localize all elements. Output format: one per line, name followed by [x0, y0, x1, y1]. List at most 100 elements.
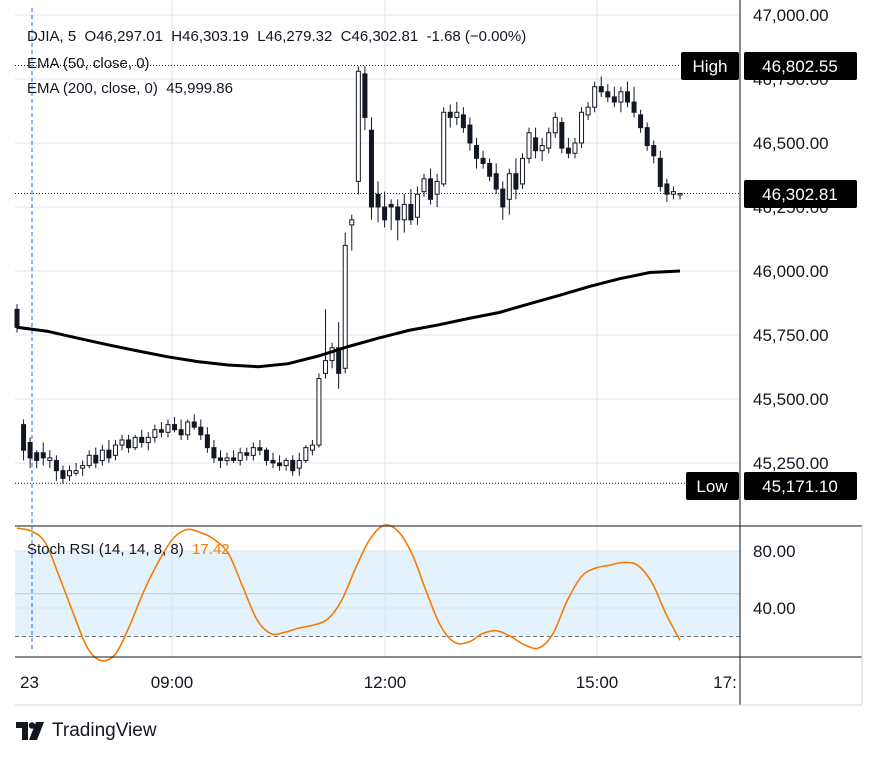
candle: [618, 86, 624, 113]
candle: [329, 342, 335, 369]
candle: [316, 373, 322, 448]
candle: [454, 102, 460, 126]
candle: [40, 442, 46, 466]
candle: [21, 419, 27, 461]
stoch-tick-label: 80.00: [753, 542, 796, 561]
candle: [139, 429, 145, 448]
time-tick-label: 09:00: [151, 673, 194, 692]
stoch-rsi-line: [16, 524, 681, 662]
candle: [395, 199, 401, 241]
candle: [204, 427, 210, 453]
candle: [559, 117, 565, 154]
candle: [500, 181, 506, 220]
candle: [579, 107, 585, 149]
ema-200-line: [16, 269, 681, 369]
legend-interval: 5: [67, 28, 77, 45]
candle: [47, 450, 53, 469]
candle: [638, 109, 644, 133]
candle: [467, 117, 473, 151]
ema200-label: EMA (200, close, 0): [27, 80, 158, 97]
candle: [93, 447, 99, 469]
candle: [309, 439, 315, 456]
candle: [355, 66, 361, 195]
ema200-value: 45,999.86: [166, 80, 233, 97]
candle: [67, 465, 73, 481]
candle: [263, 447, 269, 466]
time-grid: [171, 0, 598, 657]
candle: [290, 455, 296, 476]
ema50-label: EMA (50, close, 0): [27, 55, 150, 72]
candle: [224, 452, 230, 466]
candle: [677, 192, 683, 200]
candle: [401, 194, 407, 233]
candle: [165, 419, 171, 438]
candle: [447, 104, 453, 128]
candle: [112, 439, 118, 461]
ema50-legend[interactable]: EMA (50, close, 0): [27, 55, 150, 72]
candle: [565, 137, 571, 159]
candle: [362, 66, 368, 131]
tradingview-brand[interactable]: TradingView: [16, 720, 157, 742]
legend-change: -1.68 (−0.00%): [426, 28, 527, 45]
candle: [99, 445, 105, 466]
candle: [80, 460, 86, 476]
candle: [513, 158, 519, 200]
candle: [342, 232, 348, 374]
candle: [231, 450, 237, 463]
candle: [257, 439, 263, 456]
low-badge: Low 45,171.10: [686, 472, 857, 500]
ema200-legend[interactable]: EMA (200, close, 0) 45,999.86: [27, 80, 233, 97]
candle: [480, 150, 486, 169]
candle: [388, 199, 394, 231]
price-tick-label: 45,500.00: [753, 390, 829, 409]
candle: [408, 189, 414, 225]
time-axis[interactable]: 23 09:00 12:00 15:00 17:: [20, 673, 737, 692]
candle: [414, 186, 420, 225]
candle: [487, 158, 493, 182]
candle: [178, 419, 184, 440]
candle: [119, 434, 125, 451]
candle: [211, 439, 217, 463]
legend-close: C46,302.81: [340, 28, 419, 45]
candle: [572, 137, 578, 159]
candle: [434, 173, 440, 207]
candle: [428, 168, 434, 205]
ohlc-legend: DJIA, 5 O46,297.01 H46,303.19 L46,279.32…: [27, 28, 527, 45]
candle: [519, 153, 525, 190]
price-tick-label: 46,000.00: [753, 262, 829, 281]
time-tick-label: 17:: [713, 673, 737, 692]
candle: [277, 455, 283, 471]
stoch-legend[interactable]: Stoch RSI (14, 14, 8, 8) 17.42: [27, 541, 230, 558]
candle: [86, 450, 92, 469]
high-badge: High 46,802.55: [681, 52, 857, 80]
candle: [34, 450, 40, 469]
price-tick-label: 46,500.00: [753, 134, 829, 153]
candle: [368, 117, 374, 220]
stoch-axis[interactable]: 80.00 40.00: [753, 542, 796, 618]
candle: [191, 414, 197, 430]
candle: [60, 465, 66, 484]
candle: [217, 450, 223, 469]
stoch-pane: [15, 550, 740, 637]
candle: [598, 76, 604, 97]
candle: [441, 107, 447, 187]
candle: [664, 178, 670, 202]
candle: [106, 439, 112, 463]
price-grid: [15, 14, 740, 464]
candle: [670, 186, 676, 200]
price-tick-label: 47,000.00: [753, 6, 829, 25]
legend-high: H46,303.19: [171, 28, 249, 45]
candle: [145, 432, 151, 451]
candle: [382, 191, 388, 228]
candle: [644, 122, 650, 151]
candle: [506, 168, 512, 215]
time-tick-label: 23: [20, 673, 39, 692]
candle: [237, 447, 243, 466]
candle: [552, 112, 558, 138]
price-tick-label: 45,750.00: [753, 326, 829, 345]
candle: [303, 445, 309, 463]
candle: [493, 163, 499, 195]
candle: [283, 457, 289, 471]
candle: [198, 419, 204, 440]
